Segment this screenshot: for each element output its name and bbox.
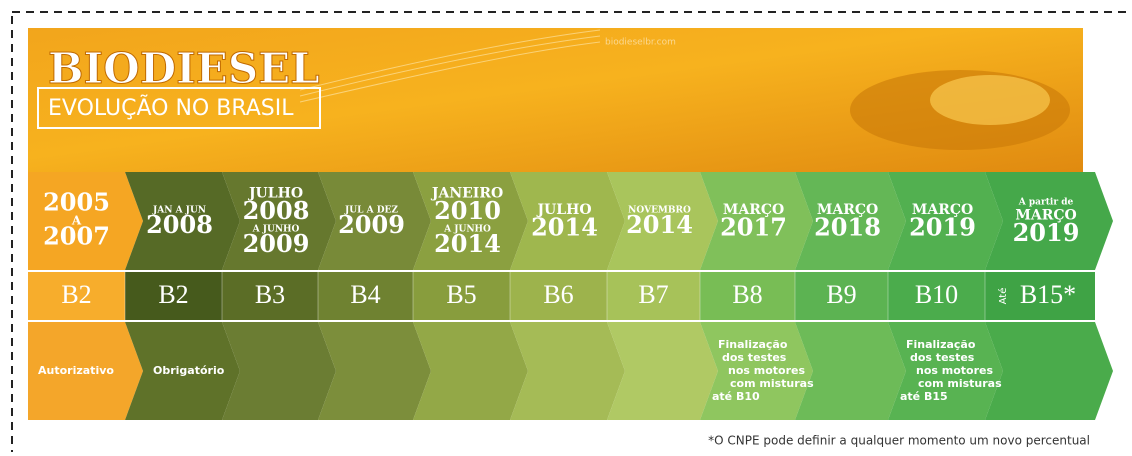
note-text: dos testes <box>910 351 975 364</box>
period-text: 2008 <box>146 210 213 239</box>
period-text: 2014 <box>531 213 598 242</box>
period-text: 2017 <box>720 213 787 242</box>
oil-splash <box>930 75 1050 125</box>
note-text: com misturas <box>918 377 1002 390</box>
blend-label: B9 <box>826 280 856 309</box>
note-text: até B15 <box>900 390 948 403</box>
period-text: 2014 <box>626 210 693 239</box>
blend-label: B10 <box>915 280 958 309</box>
blend-label: B2 <box>61 280 91 309</box>
infographic: BIODIESEL EVOLUÇÃO NO BRASIL biodieselbr… <box>0 0 1132 452</box>
period-text: 2009 <box>338 210 405 239</box>
blend-label: B6 <box>543 280 573 309</box>
period-text: 2014 <box>434 229 501 258</box>
period-text: 2019 <box>909 213 976 242</box>
blend-label: B15* <box>1020 280 1076 309</box>
note-text: Autorizativo <box>38 364 114 377</box>
note-text: Finalização <box>718 338 788 351</box>
period-text: 2008 <box>243 196 310 225</box>
note-text: nos motores <box>916 364 993 377</box>
period-text: A partir de <box>1018 198 1074 208</box>
period-text: 2018 <box>814 213 881 242</box>
subtitle: EVOLUÇÃO NO BRASIL <box>48 94 294 121</box>
period-text: 2005 <box>43 188 110 217</box>
note-text: dos testes <box>722 351 787 364</box>
period-text: 2007 <box>43 222 110 251</box>
blend-label: B4 <box>350 280 380 309</box>
period-text: 2009 <box>243 229 310 258</box>
note-text: com misturas <box>730 377 814 390</box>
chevron <box>985 322 1113 420</box>
blend-prefix: Até <box>997 288 1009 305</box>
period-text: 2019 <box>1013 218 1080 247</box>
title: BIODIESEL <box>48 44 320 93</box>
note-text: Finalização <box>906 338 976 351</box>
period-text: 2010 <box>434 196 501 225</box>
blend-label: B7 <box>638 280 668 309</box>
footnote: *O CNPE pode definir a qualquer momento … <box>708 434 1090 448</box>
note-text: nos motores <box>728 364 805 377</box>
note-text: Obrigatório <box>153 364 225 377</box>
watermark: biodieselbr.com <box>605 38 676 48</box>
blend-label: B3 <box>255 280 285 309</box>
blend-label: B5 <box>446 280 476 309</box>
blend-label: B8 <box>732 280 762 309</box>
blend-label: B2 <box>158 280 188 309</box>
note-text: até B10 <box>712 390 760 403</box>
